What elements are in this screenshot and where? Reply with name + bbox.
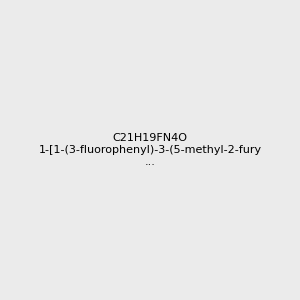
- Text: C21H19FN4O
1-[1-(3-fluorophenyl)-3-(5-methyl-2-fury
...: C21H19FN4O 1-[1-(3-fluorophenyl)-3-(5-me…: [38, 134, 262, 166]
